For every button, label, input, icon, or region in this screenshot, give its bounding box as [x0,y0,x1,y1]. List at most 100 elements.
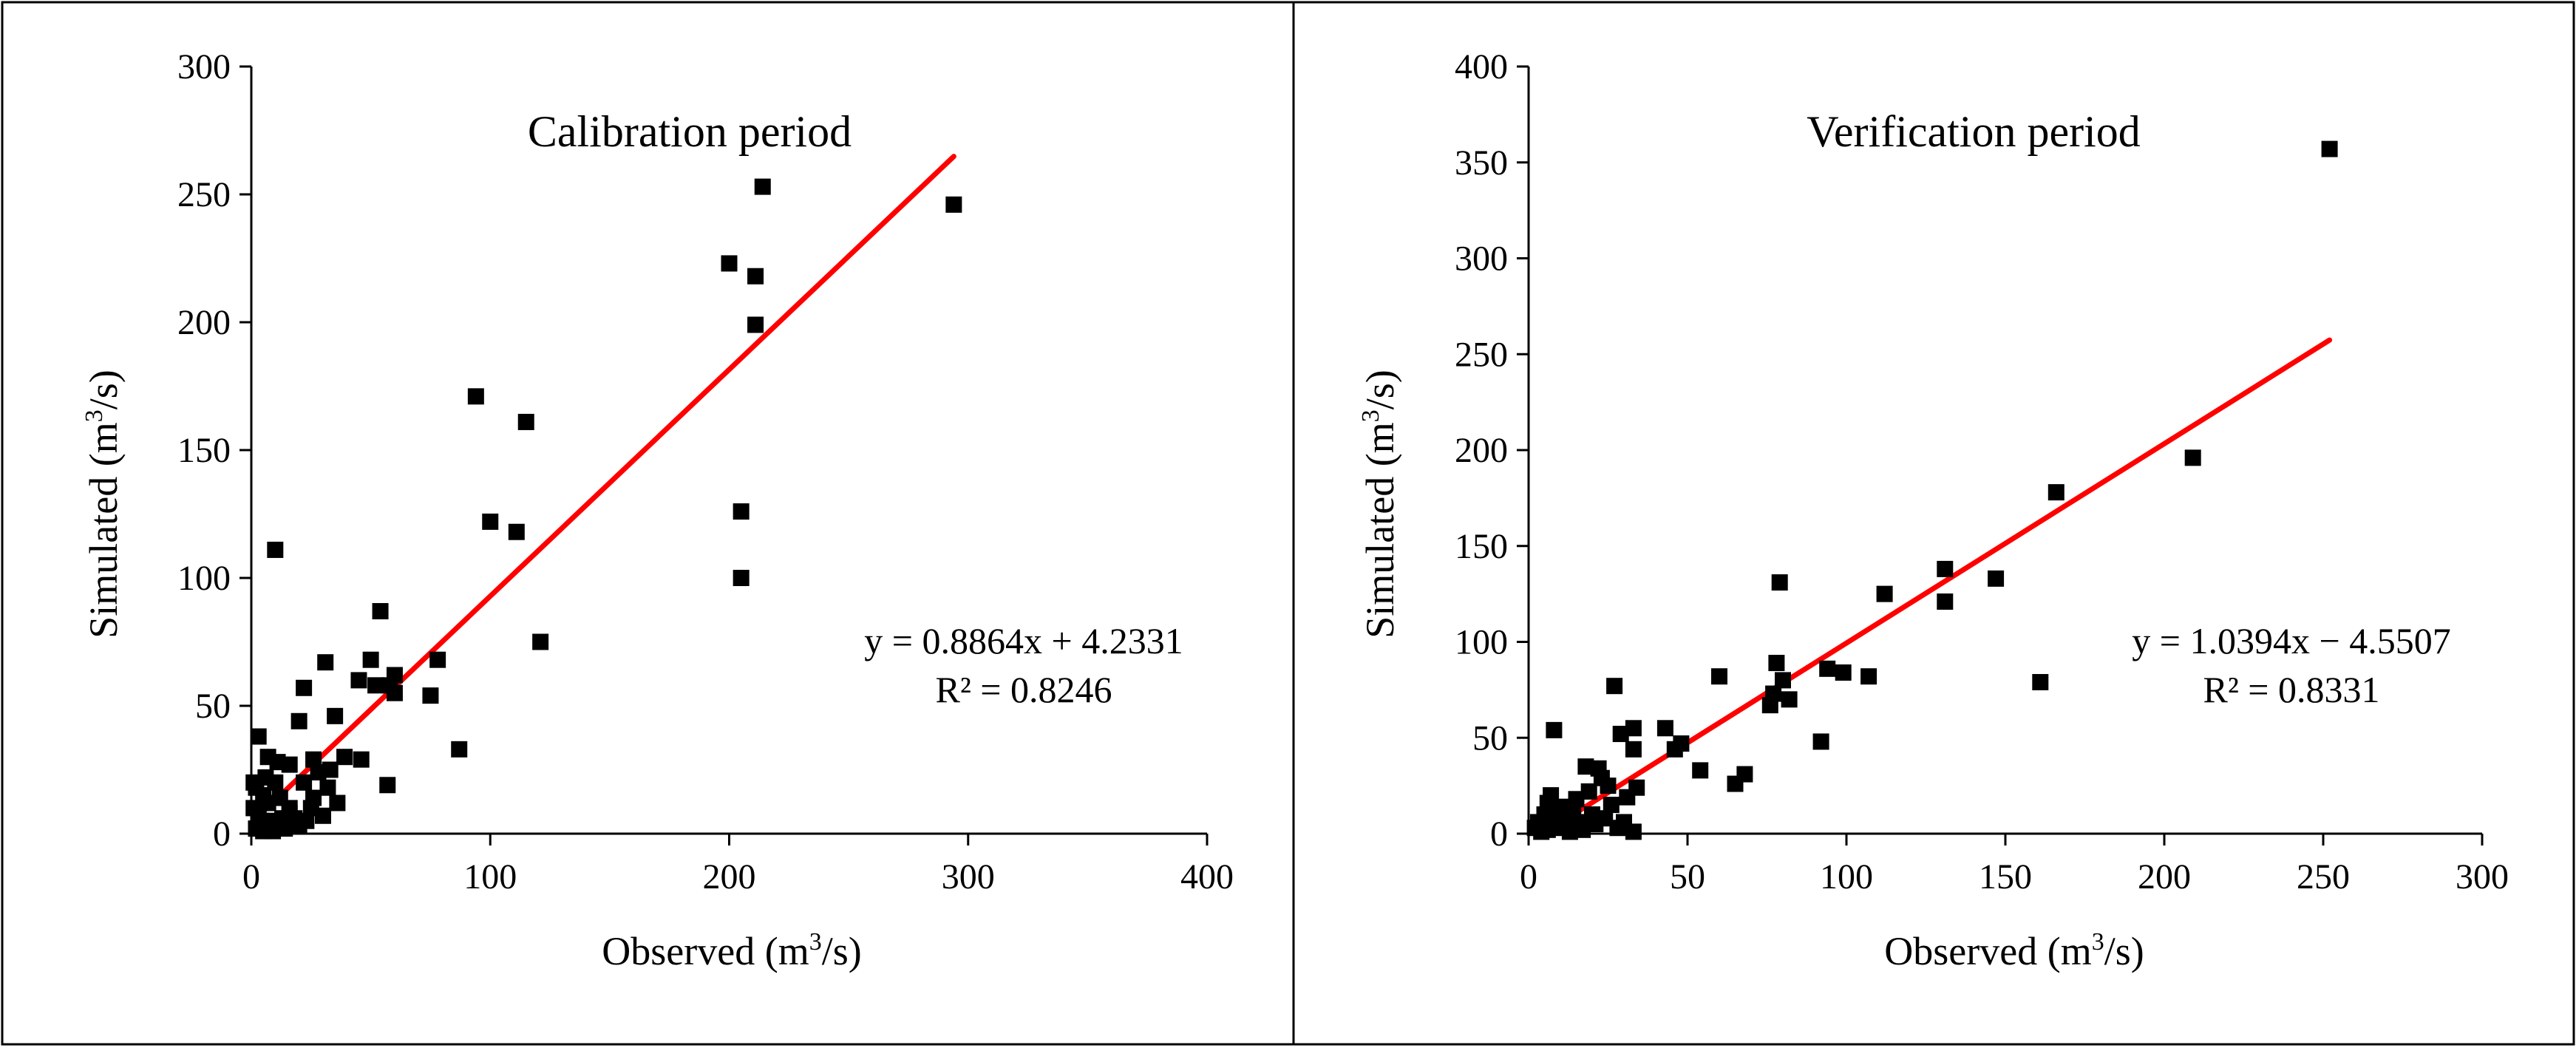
y-tick-label: 100 [177,559,231,598]
y-tick-label: 50 [1472,718,1508,758]
x-axis-label: Observed (m3/s) [1884,928,2144,973]
data-point [1555,798,1572,815]
calibration-chart: Calibration period Observed (m3/s) Simul… [81,47,1234,973]
regression-equation: y = 0.8864x + 4.2331 [864,620,1183,661]
data-point [1577,758,1594,775]
data-point [1625,741,1642,758]
y-tick-label: 100 [1455,623,1508,662]
data-point [290,712,307,729]
data-point [508,523,525,540]
x-tick-label: 100 [463,857,517,896]
data-point [372,602,389,619]
data-point [1616,814,1632,831]
data-point [317,654,334,671]
data-point [1727,775,1744,792]
data-point [257,769,274,786]
data-point [1546,721,1563,738]
data-point [245,800,262,817]
y-tick-label: 200 [177,303,231,342]
y-tick-label: 300 [177,47,231,86]
data-point [1656,720,1673,737]
r-squared: R² = 0.8246 [935,669,1112,710]
data-point [1612,726,1629,743]
data-point [429,651,446,668]
y-tick-label: 0 [213,814,231,854]
data-point [422,687,439,704]
data-point [1768,655,1785,672]
data-point [482,513,499,530]
verification-chart: Verification period Observed (m3/s) Simu… [1357,47,2509,973]
trendline [253,154,956,821]
data-point [1775,672,1791,689]
data-point [386,684,403,701]
data-point [532,633,549,650]
data-point [1711,668,1727,685]
data-point [1761,697,1778,714]
data-point [310,763,327,780]
data-point [747,268,764,285]
data-point [1619,789,1636,806]
data-point [1625,720,1642,737]
data-point [1561,823,1578,840]
y-tick-label: 400 [1455,47,1508,86]
y-tick-label: 300 [1455,239,1508,279]
x-tick-label: 200 [703,857,756,896]
x-tick-label: 0 [242,857,260,896]
data-point [250,728,267,745]
r-squared: R² = 0.8331 [2203,669,2379,710]
data-point [336,749,353,766]
data-point [945,196,962,213]
data-point [2032,673,2049,690]
data-point [379,777,396,794]
y-tick-label: 50 [195,687,231,726]
data-point [296,679,313,696]
data-point [259,794,276,811]
data-point [305,789,322,806]
x-tick-label: 50 [1670,857,1705,896]
data-point [1590,760,1607,777]
y-axis-label: Simulated (m3/s) [1357,370,1402,638]
x-tick-label: 300 [2456,857,2509,896]
x-tick-label: 400 [1180,857,1234,896]
data-point [314,807,331,824]
x-tick-label: 100 [1820,857,1873,896]
data-point [1937,593,1954,610]
trendline [1542,337,2333,835]
x-tick-label: 250 [2297,857,2350,896]
data-point [1597,810,1614,827]
data-point [274,810,291,827]
data-point [1606,678,1623,695]
data-point [517,413,534,430]
x-tick-label: 300 [942,857,995,896]
data-point [319,779,336,796]
data-point [721,255,738,272]
chart-title: Verification period [1807,107,2141,156]
y-tick-label: 200 [1455,431,1508,470]
chart-title: Calibration period [528,107,852,156]
data-point [1603,797,1620,814]
data-point [733,503,750,520]
data-point [296,774,313,791]
data-point [305,751,322,768]
data-point [267,541,284,558]
data-point [290,817,307,834]
data-point [2184,449,2201,466]
x-tick-label: 200 [2138,857,2191,896]
data-point [1876,585,1893,602]
data-point [329,794,346,811]
data-point [1812,733,1829,750]
data-point [1781,691,1798,708]
x-axis-label: Observed (m3/s) [602,928,861,973]
data-point [451,741,468,758]
y-tick-label: 350 [1455,143,1508,183]
data-point [2321,140,2338,157]
data-point [367,677,384,694]
data-point [1771,574,1788,591]
data-point [1568,791,1585,808]
data-point [252,812,269,829]
data-point [467,388,484,405]
y-tick-label: 250 [177,175,231,214]
data-point [1692,762,1709,779]
data-point [1539,821,1556,838]
